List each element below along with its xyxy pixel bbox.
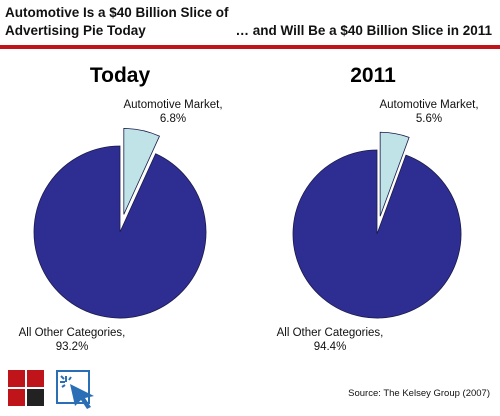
slice-label-text: All Other Categories, bbox=[276, 327, 384, 339]
chart-title-2011: 2011 bbox=[350, 64, 396, 87]
cursor-click-icon bbox=[56, 370, 94, 409]
slice-label-automotive-2011: Automotive Market, 5.6% bbox=[374, 98, 484, 126]
slice-label-automotive-today: Automotive Market, 6.8% bbox=[118, 98, 228, 126]
slice-value-text: 93.2% bbox=[55, 341, 89, 353]
source-note: Source: The Kelsey Group (2007) bbox=[348, 388, 490, 399]
slice-label-text: Automotive Market, bbox=[123, 99, 223, 111]
slice-label-text: All Other Categories, bbox=[18, 327, 126, 339]
header-rule bbox=[0, 45, 500, 49]
slice-value-text: 5.6% bbox=[415, 113, 443, 125]
slice-label-other-today: All Other Categories, 93.2% bbox=[12, 326, 132, 354]
pie-slice-2011-automotive bbox=[379, 131, 410, 217]
header-right-title: … and Will Be a $40 Billion Slice in 201… bbox=[235, 23, 492, 38]
pie-slice-today-automotive bbox=[123, 128, 160, 215]
pie-slice-2011-other bbox=[292, 149, 462, 319]
pie-slice-today-other bbox=[33, 145, 207, 319]
logo-squares-icon bbox=[8, 370, 44, 406]
slice-label-other-2011: All Other Categories, 94.4% bbox=[270, 326, 390, 354]
slice-value-text: 94.4% bbox=[313, 341, 347, 353]
header-left-title: Automotive Is a $40 Billion Slice of Adv… bbox=[5, 5, 229, 38]
slice-label-text: Automotive Market, bbox=[379, 99, 479, 111]
slice-value-text: 6.8% bbox=[159, 113, 187, 125]
chart-title-today: Today bbox=[89, 64, 151, 87]
